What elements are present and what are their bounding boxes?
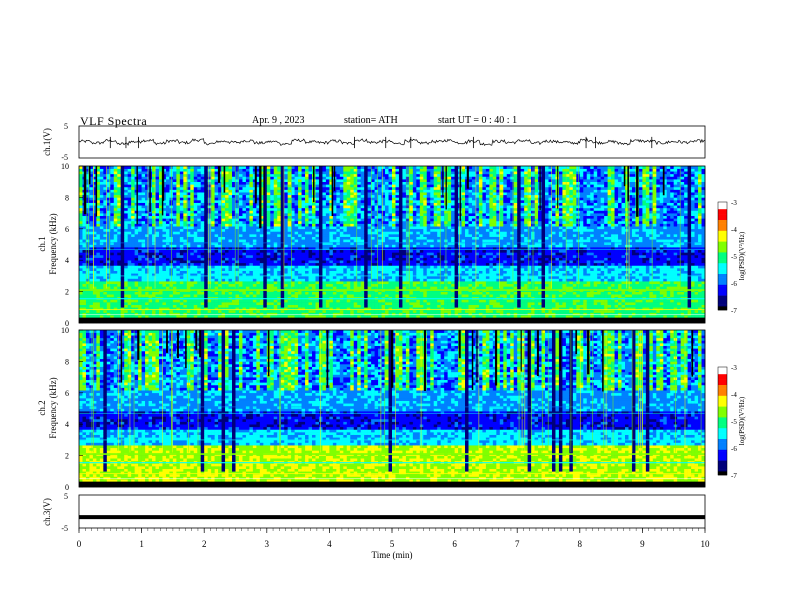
ch2-channel-label: ch.2	[37, 400, 47, 415]
time-tick-label: 1	[139, 539, 144, 549]
ch1-ylabel: ch.1(V)	[42, 128, 52, 156]
colorbar-tick-label: -6	[731, 280, 737, 288]
colorbar-tick-label: -7	[731, 307, 737, 315]
start-time-label: start UT = 0 : 40 : 1	[438, 115, 517, 126]
colorbar-tick-label: -3	[731, 364, 737, 372]
time-tick-label: 9	[640, 539, 645, 549]
freq-tick-label: 2	[65, 452, 69, 461]
freq-tick-label: 8	[65, 357, 69, 366]
freq-tick-label: 0	[65, 483, 69, 492]
ch2-spectrogram-image	[79, 330, 706, 488]
ch1-waveform-line	[78, 137, 706, 146]
ch1-ytick-bottom: -5	[61, 153, 68, 162]
ch2-spectrogram-panel: 0 2 4 6 8 10 ch.2 Frequency (kHz) -3 -4 -5 -6 -7 l…	[37, 326, 746, 492]
time-tick-label: 8	[578, 539, 583, 549]
freq-tick-label: 4	[65, 420, 69, 429]
ch1-channel-label: ch.1	[37, 236, 47, 251]
freq-tick-label: 6	[65, 225, 69, 234]
ch2-frequency-axis: 0 2 4 6 8 10	[61, 326, 83, 492]
ch1-waveform-series	[78, 136, 706, 149]
ch1-freq-label: Frequency (kHz)	[48, 213, 58, 274]
time-tick-label: 0	[77, 539, 82, 549]
ch1-spectrogram-image	[79, 166, 706, 324]
freq-tick-label: 4	[65, 256, 69, 265]
colorbar-tick-label: -3	[731, 199, 737, 207]
ch3-ytick-top: 5	[64, 492, 68, 501]
colorbar-tick-label: -5	[731, 253, 737, 261]
ch1-colorbar: -3 -4 -5 -6 -7 log(PSD)(V²/Hz)	[717, 199, 746, 315]
colorbar-tick-label: -4	[731, 391, 737, 399]
time-tick-label: 4	[327, 539, 332, 549]
ch3-ylabel: ch.3(V)	[42, 498, 52, 526]
time-tick-label: 6	[452, 539, 457, 549]
freq-tick-label: 10	[61, 326, 69, 335]
ch3-waveform-panel: 5 -5 ch.3(V)	[42, 492, 706, 533]
ch2-freq-label: Frequency (kHz)	[48, 377, 58, 438]
freq-tick-label: 10	[61, 162, 69, 171]
time-tick-label: 2	[202, 539, 207, 549]
time-axis-label: Time (min)	[372, 550, 413, 560]
freq-tick-label: 2	[65, 288, 69, 297]
freq-tick-label: 8	[65, 193, 69, 202]
ch3-ytick-bottom: -5	[61, 524, 68, 533]
ch1-waveform-panel: 5 -5 ch.1(V)	[42, 122, 706, 162]
colorbar-tick-label: -6	[731, 445, 737, 453]
time-axis: 0 1 2 3 4 5 6 7 8 9 10	[77, 528, 710, 549]
colorbar-tick-label: -4	[731, 226, 737, 234]
freq-tick-label: 0	[65, 319, 69, 328]
time-tick-label: 10	[701, 539, 711, 549]
time-tick-label: 7	[515, 539, 520, 549]
ch1-ytick-top: 5	[64, 122, 68, 131]
figure-title: VLF Spectra	[80, 114, 147, 129]
ch2-colorbar: -3 -4 -5 -6 -7 log(PSD)(V²/Hz)	[717, 364, 746, 480]
colorbar-tick-label: -5	[731, 418, 737, 426]
colorbar-tick-label: -7	[731, 472, 737, 480]
time-tick-label: 5	[390, 539, 395, 549]
date-label: Apr. 9 , 2023	[252, 115, 305, 126]
colorbar-label: log(PSD)(V²/Hz)	[738, 396, 746, 445]
freq-tick-label: 6	[65, 389, 69, 398]
time-tick-label: 3	[265, 539, 270, 549]
station-label: station= ATH	[344, 115, 398, 126]
colorbar-label: log(PSD)(V²/Hz)	[738, 231, 746, 280]
ch1-frequency-axis: 0 2 4 6 8 10	[61, 162, 83, 328]
ch1-spectrogram-panel: 0 2 4 6 8 10 ch.1 Frequency (kHz) -3 -4 -5 -6 -7 l…	[37, 162, 746, 328]
